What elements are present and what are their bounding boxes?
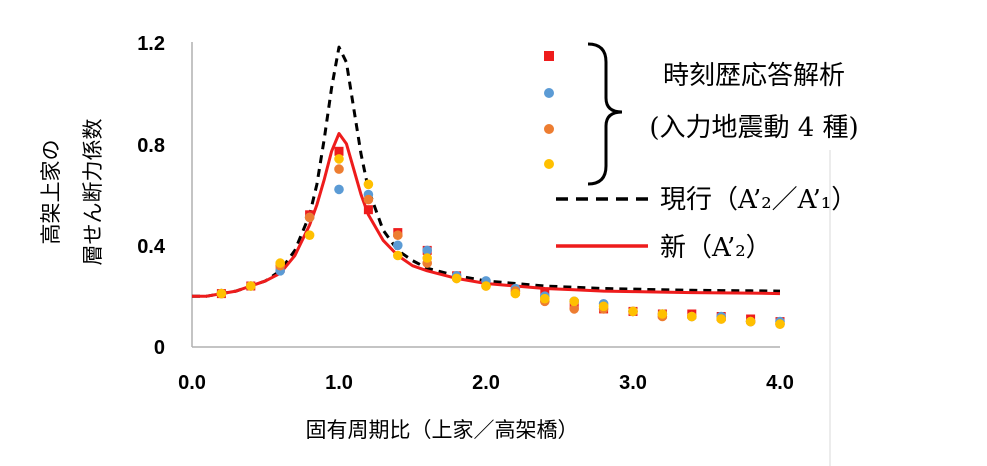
legend-marker-yellow-circle xyxy=(544,159,554,169)
y-axis-title-line1: 高架上家の xyxy=(39,140,63,245)
data-point-yellow xyxy=(275,258,286,268)
data-point-yellow xyxy=(510,288,521,299)
data-point-yellow xyxy=(216,288,227,299)
legend-label-current: 現行（A’₂／A’₁） xyxy=(660,185,857,215)
data-point-yellow xyxy=(363,179,374,190)
data-point-yellow xyxy=(451,273,462,284)
line-current-curve xyxy=(192,45,781,298)
data-point-yellow xyxy=(775,319,785,329)
data-point-blue xyxy=(334,184,344,195)
data-point-yellow xyxy=(687,311,697,322)
data-point-orange xyxy=(334,164,344,174)
y-tick-label: 0 xyxy=(154,337,165,359)
y-axis-title-line2: 層せん断力係数 xyxy=(81,119,105,266)
data-point-yellow xyxy=(334,154,344,164)
x-tick-label: 2.0 xyxy=(472,372,500,394)
legend-marker-red-square xyxy=(544,51,554,61)
legend-group-label-line2: (入力地震動 4 種) xyxy=(649,113,858,143)
data-point-blue xyxy=(393,240,403,251)
data-point-red xyxy=(363,205,373,215)
data-point-yellow xyxy=(598,301,609,312)
data-point-yellow xyxy=(246,281,256,291)
data-point-yellow xyxy=(481,281,491,291)
line-series-layer xyxy=(192,45,781,298)
data-point-yellow xyxy=(540,293,550,304)
data-point-yellow xyxy=(657,309,668,319)
x-tick-label: 0.0 xyxy=(178,372,206,394)
data-point-orange xyxy=(304,212,315,223)
data-point-yellow xyxy=(569,296,579,307)
y-tick-label: 0.4 xyxy=(137,236,166,258)
data-point-blue xyxy=(422,245,433,256)
data-point-red xyxy=(334,146,344,156)
legend-brace xyxy=(587,42,623,186)
x-tick-label: 3.0 xyxy=(619,372,647,394)
scatter-points-layer xyxy=(216,146,785,329)
data-point-orange xyxy=(569,304,579,314)
data-point-yellow xyxy=(304,230,315,240)
legend-label-new: 新（A’₂） xyxy=(660,233,772,263)
legend-group-label-line1: 時刻歴応答解析 xyxy=(663,61,845,91)
data-point-yellow xyxy=(745,316,756,327)
data-point-yellow xyxy=(628,306,638,317)
data-point-orange xyxy=(393,230,403,240)
x-tick-label: 4.0 xyxy=(766,372,794,394)
data-point-orange xyxy=(363,194,374,205)
x-axis-title: 固有周期比（上家／高架橋） xyxy=(306,418,579,442)
y-tick-label: 0.8 xyxy=(137,135,165,157)
data-point-yellow xyxy=(422,253,433,263)
data-point-yellow xyxy=(716,314,726,324)
x-tick-label: 1.0 xyxy=(325,372,353,394)
legend-marker-orange-circle xyxy=(544,124,554,134)
legend-marker-blue-circle xyxy=(544,88,554,98)
line-new-curve xyxy=(192,132,781,298)
y-tick-label: 1.2 xyxy=(137,33,165,55)
data-point-yellow xyxy=(393,250,403,261)
